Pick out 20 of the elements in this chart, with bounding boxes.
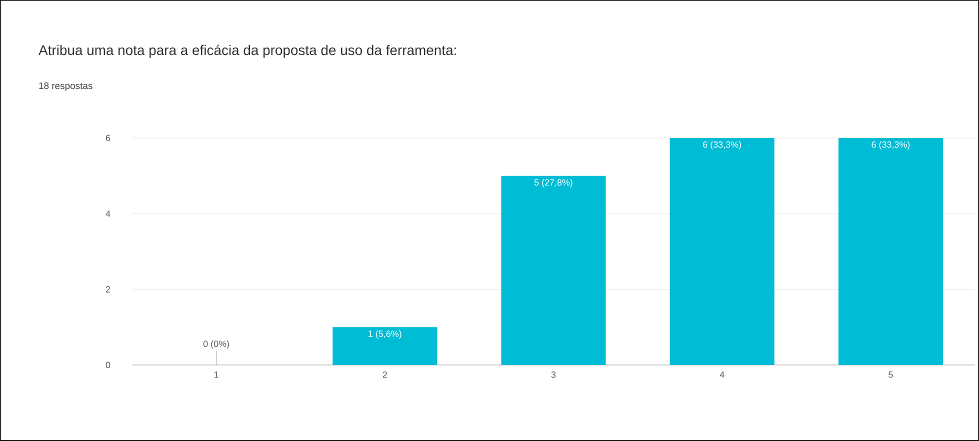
x-tick-label: 1 xyxy=(214,372,218,378)
x-tick-label: 3 xyxy=(551,372,556,378)
y-tick-label: 6 xyxy=(106,134,110,142)
data-label: 1 (5,6%) xyxy=(368,330,402,339)
bar xyxy=(332,327,438,365)
bar xyxy=(838,138,943,365)
x-tick-label: 5 xyxy=(888,372,893,378)
chart-subtitle: 18 respostas xyxy=(39,82,92,91)
x-tick-label: 2 xyxy=(382,372,387,378)
bar xyxy=(670,138,774,365)
y-tick-label: 0 xyxy=(106,362,110,368)
data-label: 0 (0%) xyxy=(203,340,229,349)
chart-title: Atribua uma nota para a eficácia da proposta de uso da ferramenta: xyxy=(38,44,456,58)
data-label: 6 (33,3%) xyxy=(703,141,741,150)
y-tick-label: 2 xyxy=(106,286,110,292)
y-tick-label: 4 xyxy=(106,210,110,217)
data-label: 6 (33,3%) xyxy=(872,141,910,150)
x-tick-label: 4 xyxy=(720,372,724,378)
bar xyxy=(501,176,606,365)
data-label: 5 (27,8%) xyxy=(534,179,572,188)
